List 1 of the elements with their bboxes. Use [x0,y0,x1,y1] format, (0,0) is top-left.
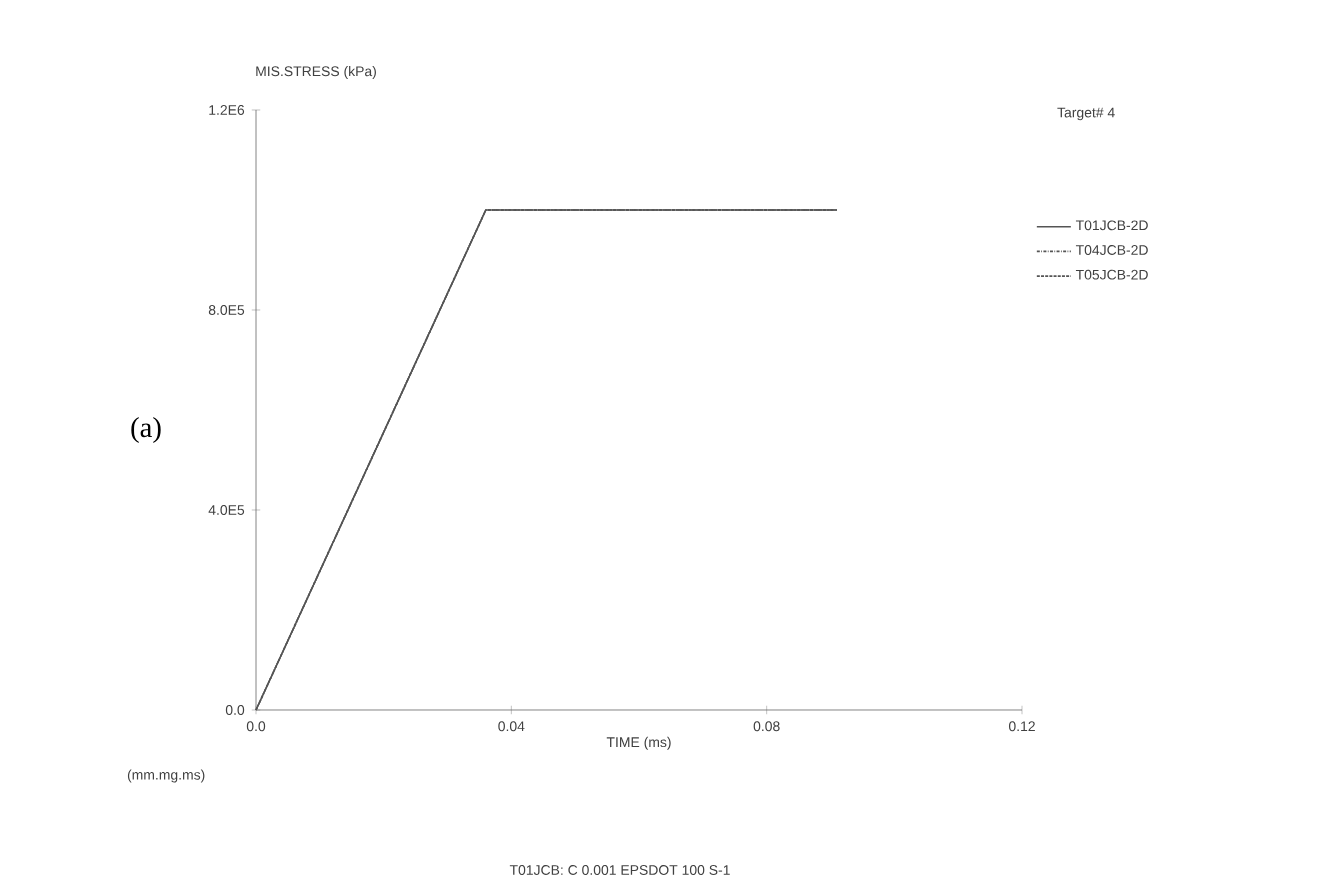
text: (a) [131,416,161,443]
